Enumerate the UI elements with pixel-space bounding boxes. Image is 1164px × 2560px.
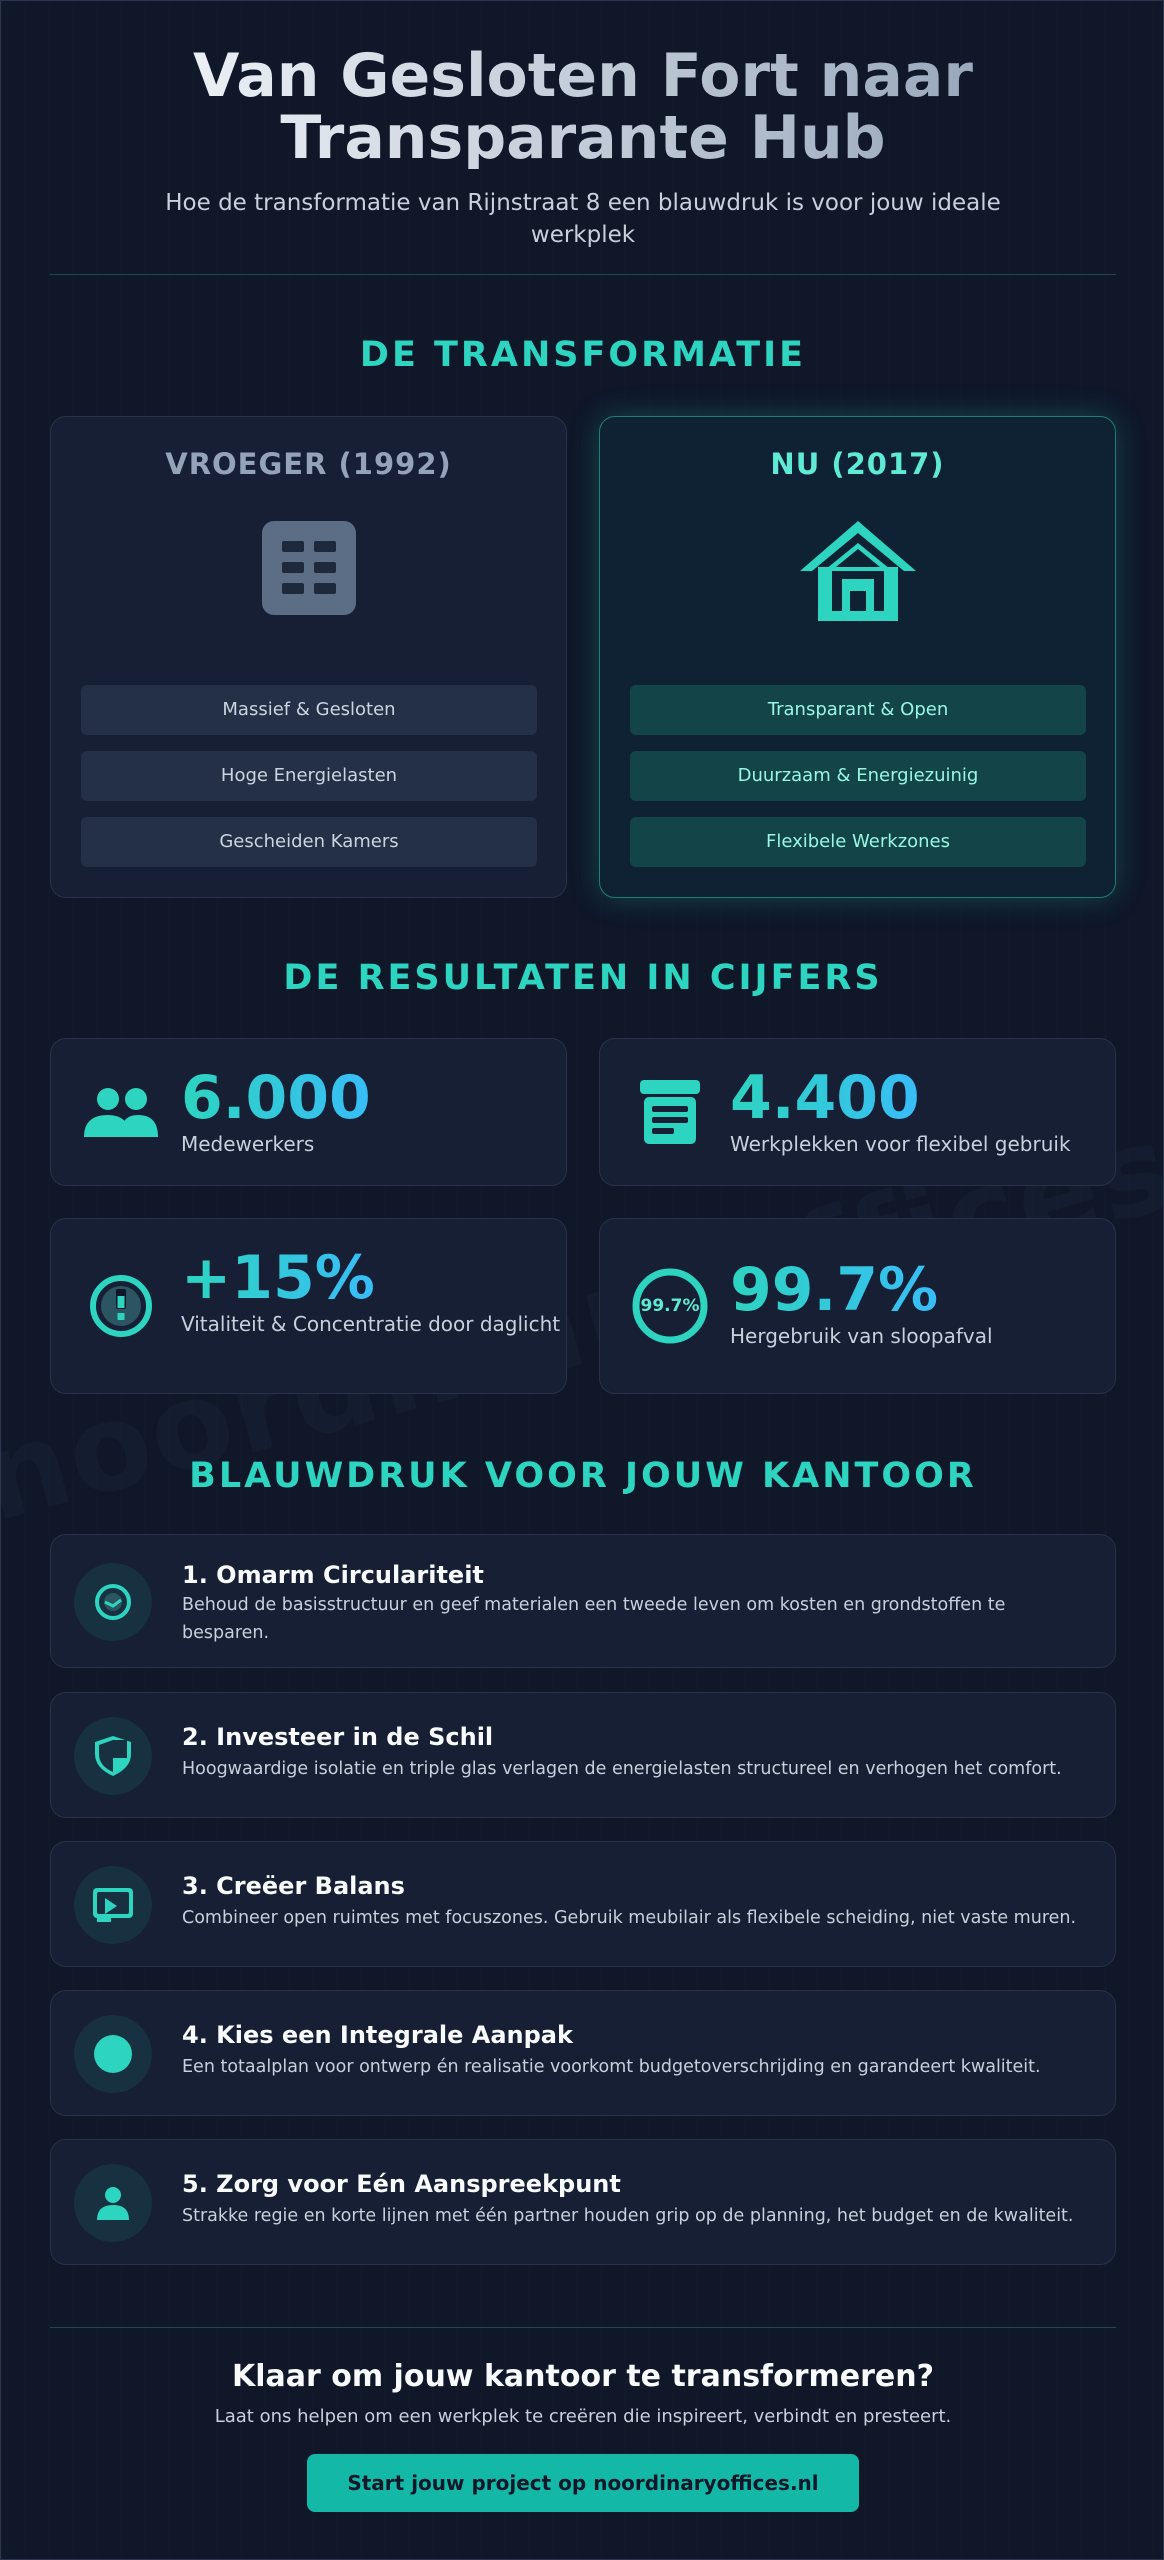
recycle-ring-icon: 99.7% [630, 1219, 710, 1393]
stat-card: +15% Vitaliteit & Concentratie door dagl… [50, 1218, 567, 1394]
step-card: 1. Omarm Circulariteit Behoud de basisst… [50, 1534, 1116, 1668]
after-item: Flexibele Werkzones [630, 817, 1086, 867]
after-heading: NU (2017) [770, 447, 945, 481]
start-project-button[interactable]: Start jouw project op noordinaryoffices.… [307, 2454, 859, 2512]
stat-label: Werkplekken voor flexibel gebruik [730, 1132, 1071, 1156]
recycle-icon [74, 1563, 152, 1641]
step-card: 3. Creëer Balans Combineer open ruimtes … [50, 1841, 1116, 1967]
stat-label: Hergebruik van sloopafval [730, 1324, 993, 1348]
section-title-transformation: DE TRANSFORMATIE [359, 335, 807, 375]
house-icon [600, 521, 1115, 621]
step-title: 2. Investeer in de Schil [182, 1723, 494, 1751]
after-item: Transparant & Open [630, 685, 1086, 735]
before-item: Gescheiden Kamers [81, 817, 537, 867]
ring-label: 99.7% [640, 1296, 700, 1316]
stat-card: 4.400 Werkplekken voor flexibel gebruik [599, 1038, 1116, 1186]
header: Van Gesloten Fort naar Transparante Hub … [1, 45, 1163, 251]
step-desc: Behoud de basisstructuur en geef materia… [182, 1595, 1006, 1643]
step-desc: Een totaalplan voor ontwerp én realisati… [182, 2057, 1041, 2077]
footer-divider [50, 2327, 1116, 2328]
step-desc: Hoogwaardige isolatie en triple glas ver… [182, 1759, 1062, 1779]
building-icon [51, 521, 566, 621]
after-card: NU (2017) Transparant & Open Duurzaam & … [599, 416, 1116, 898]
circle-icon [74, 2015, 152, 2093]
shield-icon [74, 1717, 152, 1795]
page-title: Van Gesloten Fort naar Transparante Hub [133, 45, 1033, 169]
stat-card: 99.7% 99.7% Hergebruik van sloopafval [599, 1218, 1116, 1394]
step-card: 2. Investeer in de Schil Hoogwaardige is… [50, 1692, 1116, 1818]
section-title-blueprint: BLAUWDRUK VOOR JOUW KANTOOR [189, 1456, 977, 1496]
screen-icon [74, 1866, 152, 1944]
before-item: Massief & Gesloten [81, 685, 537, 735]
stat-label: Vitaliteit & Concentratie door daglicht [181, 1312, 561, 1336]
stat-value: 6.000 [181, 1063, 371, 1133]
person-icon [74, 2164, 152, 2242]
step-title: 3. Creëer Balans [182, 1872, 405, 1900]
users-icon [81, 1039, 161, 1185]
page-subtitle: Hoe de transformatie van Rijnstraat 8 ee… [165, 190, 1001, 248]
step-card: 4. Kies een Integrale Aanpak Een totaalp… [50, 1990, 1116, 2116]
stat-value: 99.7% [730, 1255, 939, 1325]
step-desc: Strakke regie en korte lijnen met één pa… [182, 2206, 1074, 2226]
step-title: 5. Zorg voor Eén Aanspreekpunt [182, 2170, 621, 2198]
stat-card: 6.000 Medewerkers [50, 1038, 567, 1186]
after-item: Duurzaam & Energiezuinig [630, 751, 1086, 801]
cta-subtitle: Laat ons helpen om een werkplek te creër… [214, 2406, 952, 2427]
archive-icon [630, 1039, 710, 1185]
stat-value: 4.400 [730, 1063, 920, 1133]
step-title: 1. Omarm Circulariteit [182, 1561, 484, 1589]
cta-title: Klaar om jouw kantoor te transformeren? [231, 2359, 935, 2394]
step-card: 5. Zorg voor Eén Aanspreekpunt Strakke r… [50, 2139, 1116, 2265]
lightbulb-icon [81, 1219, 161, 1393]
step-title: 4. Kies een Integrale Aanpak [182, 2021, 573, 2049]
stat-value: +15% [181, 1243, 375, 1313]
section-title-results: DE RESULTATEN IN CIJFERS [283, 958, 883, 998]
before-heading: VROEGER (1992) [165, 447, 452, 481]
before-item: Hoge Energielasten [81, 751, 537, 801]
before-card: VROEGER (1992) Massief & Gesloten Hoge E… [50, 416, 567, 898]
step-desc: Combineer open ruimtes met focuszones. G… [182, 1908, 1077, 1928]
header-divider [50, 274, 1116, 275]
stat-label: Medewerkers [181, 1132, 315, 1156]
